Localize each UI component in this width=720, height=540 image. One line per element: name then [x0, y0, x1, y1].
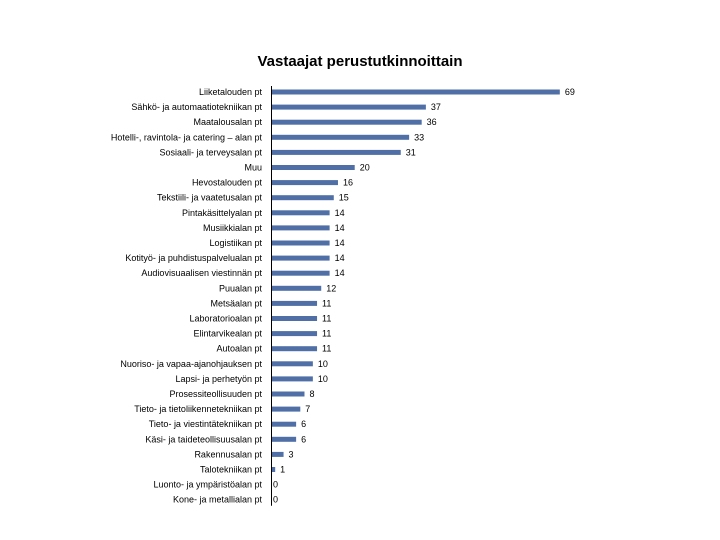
category-label: Tekstiili- ja vaatetusalan pt — [157, 193, 263, 203]
value-label: 12 — [326, 283, 336, 293]
category-label: Musiikkialan pt — [203, 223, 263, 233]
category-label: Talotekniikan pt — [200, 465, 263, 475]
value-labels: 6937363331201615141414141412111111111010… — [273, 87, 575, 505]
bar — [271, 134, 410, 140]
category-labels: Liiketalouden pt Sähkö- ja automaatiotekn… — [111, 87, 263, 505]
bar — [271, 467, 276, 472]
value-label: 14 — [335, 268, 345, 278]
bar — [271, 225, 330, 231]
category-label: Hevostalouden pt — [192, 178, 263, 188]
category-label: Metsäalan pt — [210, 298, 262, 308]
category-label: Pintakäsittelyalan pt — [182, 208, 263, 218]
value-label: 10 — [318, 359, 328, 369]
category-label: Tieto- ja tietoliikennetekniikan pt — [134, 404, 262, 414]
category-label: Kotityö- ja puhdistuspalvelualan pt — [125, 253, 262, 263]
value-label: 10 — [318, 374, 328, 384]
value-label: 14 — [335, 238, 345, 248]
category-label: Lapsi- ja perhetyön pt — [175, 374, 262, 384]
chart-title: Vastaajat perustutkinnoittain — [257, 53, 463, 70]
category-label: Logistiikan pt — [209, 238, 262, 248]
bar — [271, 119, 422, 125]
bar — [271, 391, 305, 397]
bar — [271, 406, 301, 412]
bar — [271, 300, 318, 306]
value-label: 20 — [360, 163, 370, 173]
category-label: Käsi- ja taideteollisuusalan pt — [145, 434, 262, 444]
bar — [271, 210, 330, 216]
value-label: 14 — [335, 208, 345, 218]
value-label: 0 — [273, 480, 278, 490]
bar — [271, 346, 318, 352]
bar — [271, 89, 560, 95]
bar — [271, 270, 330, 276]
category-label: Autoalan pt — [216, 344, 262, 354]
bar — [271, 421, 297, 427]
bar — [271, 240, 330, 246]
value-label: 16 — [343, 178, 353, 188]
category-label: Liiketalouden pt — [199, 87, 263, 97]
bar — [271, 104, 426, 110]
bar — [271, 195, 334, 201]
bar — [271, 285, 322, 291]
value-label: 33 — [414, 132, 424, 142]
category-label: Luonto- ja ympäristöalan pt — [153, 480, 262, 490]
bar — [271, 180, 338, 186]
category-label: Hotelli-, ravintola- ja catering – alan … — [111, 132, 263, 142]
category-label: Maatalousalan pt — [193, 117, 262, 127]
category-label: Elintarvikealan pt — [193, 329, 262, 339]
value-label: 36 — [427, 117, 437, 127]
bar — [271, 361, 313, 367]
category-label: Prosessiteollisuuden pt — [169, 389, 262, 399]
bar — [271, 436, 297, 442]
bar — [271, 165, 355, 170]
category-label: Audiovisuaalisen viestinnän pt — [141, 268, 262, 278]
category-label: Muu — [244, 163, 262, 173]
value-label: 11 — [322, 314, 331, 324]
value-label: 11 — [322, 329, 331, 339]
value-label: 69 — [565, 87, 575, 97]
bar — [271, 331, 318, 337]
value-label: 37 — [431, 102, 441, 112]
value-label: 8 — [309, 389, 314, 399]
bars — [271, 89, 560, 472]
category-label: Sosiaali- ja terveysalan pt — [159, 147, 262, 157]
category-label: Puualan pt — [219, 283, 263, 293]
value-label: 1 — [280, 465, 285, 475]
value-label: 14 — [335, 253, 345, 263]
bar — [271, 255, 330, 261]
value-label: 0 — [273, 495, 278, 505]
value-label: 11 — [322, 298, 331, 308]
category-label: Laboratorioalan pt — [189, 314, 262, 324]
value-label: 7 — [305, 404, 310, 414]
value-label: 14 — [335, 223, 345, 233]
bar — [271, 316, 318, 321]
value-label: 31 — [406, 147, 416, 157]
bar — [271, 376, 313, 382]
value-label: 3 — [289, 449, 294, 459]
value-label: 15 — [339, 193, 349, 203]
category-label: Kone- ja metallialan pt — [173, 495, 263, 505]
value-label: 11 — [322, 344, 331, 354]
bar — [271, 451, 284, 457]
category-label: Sähkö- ja automaatiotekniikan pt — [131, 102, 262, 112]
category-label: Rakennusalan pt — [194, 449, 262, 459]
bar — [271, 149, 401, 155]
category-label: Tieto- ja viestintätekniikan pt — [149, 419, 263, 429]
value-label: 6 — [301, 419, 306, 429]
category-label: Nuoriso- ja vapaa-ajanohjauksen pt — [120, 359, 262, 369]
value-label: 6 — [301, 434, 306, 444]
